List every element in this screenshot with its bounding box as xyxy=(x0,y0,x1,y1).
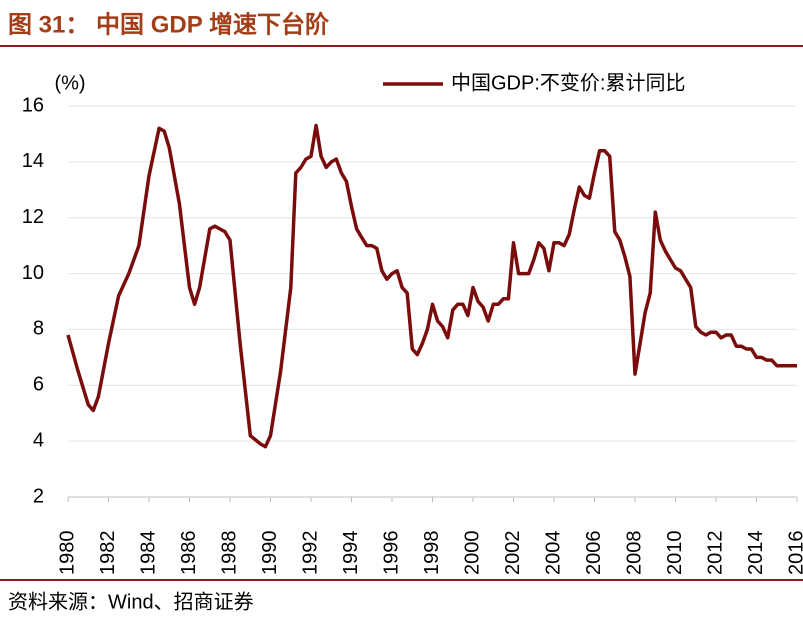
x-tick-label: 1984 xyxy=(137,531,159,576)
x-tick-label: 2002 xyxy=(502,531,524,576)
y-tick-label: 16 xyxy=(22,94,44,116)
y-tick-label: 10 xyxy=(22,262,44,284)
x-tick-label: 1994 xyxy=(340,531,362,576)
y-tick-label: 4 xyxy=(33,429,44,451)
x-tick-label: 2012 xyxy=(704,531,726,576)
x-tick-label: 2000 xyxy=(461,531,483,576)
x-tick-label: 1990 xyxy=(259,531,281,576)
y-tick-label: 12 xyxy=(22,206,44,228)
x-tick-label: 1988 xyxy=(218,531,240,576)
x-tick-label: 2006 xyxy=(583,531,605,576)
data-line xyxy=(66,123,797,449)
y-tick-label: 2 xyxy=(33,485,44,507)
y-tick-label: 6 xyxy=(33,374,44,396)
source-note: 资料来源：Wind、招商证券 xyxy=(8,590,254,613)
x-tick-label: 1986 xyxy=(178,531,200,576)
x-tick-label: 1992 xyxy=(299,531,321,576)
x-tick-label: 2004 xyxy=(542,531,564,576)
chart-title: 图 31： 中国 GDP 增速下台阶 xyxy=(8,10,329,38)
y-tick-label: 14 xyxy=(22,150,44,172)
x-tick-label: 1998 xyxy=(421,531,443,576)
x-tick-label: 1980 xyxy=(56,531,78,576)
legend-label: 中国GDP:不变价:累计同比 xyxy=(451,71,685,94)
y-tick-label: 8 xyxy=(33,318,44,340)
x-tick-label: 2008 xyxy=(623,531,645,576)
x-tick-label: 2016 xyxy=(785,531,803,576)
x-tick-label: 1982 xyxy=(97,531,119,576)
y-axis-label: (%) xyxy=(54,72,85,94)
x-tick-label: 2010 xyxy=(664,531,686,576)
x-tick-label: 1996 xyxy=(380,531,402,576)
x-tick-label: 2014 xyxy=(745,531,767,576)
